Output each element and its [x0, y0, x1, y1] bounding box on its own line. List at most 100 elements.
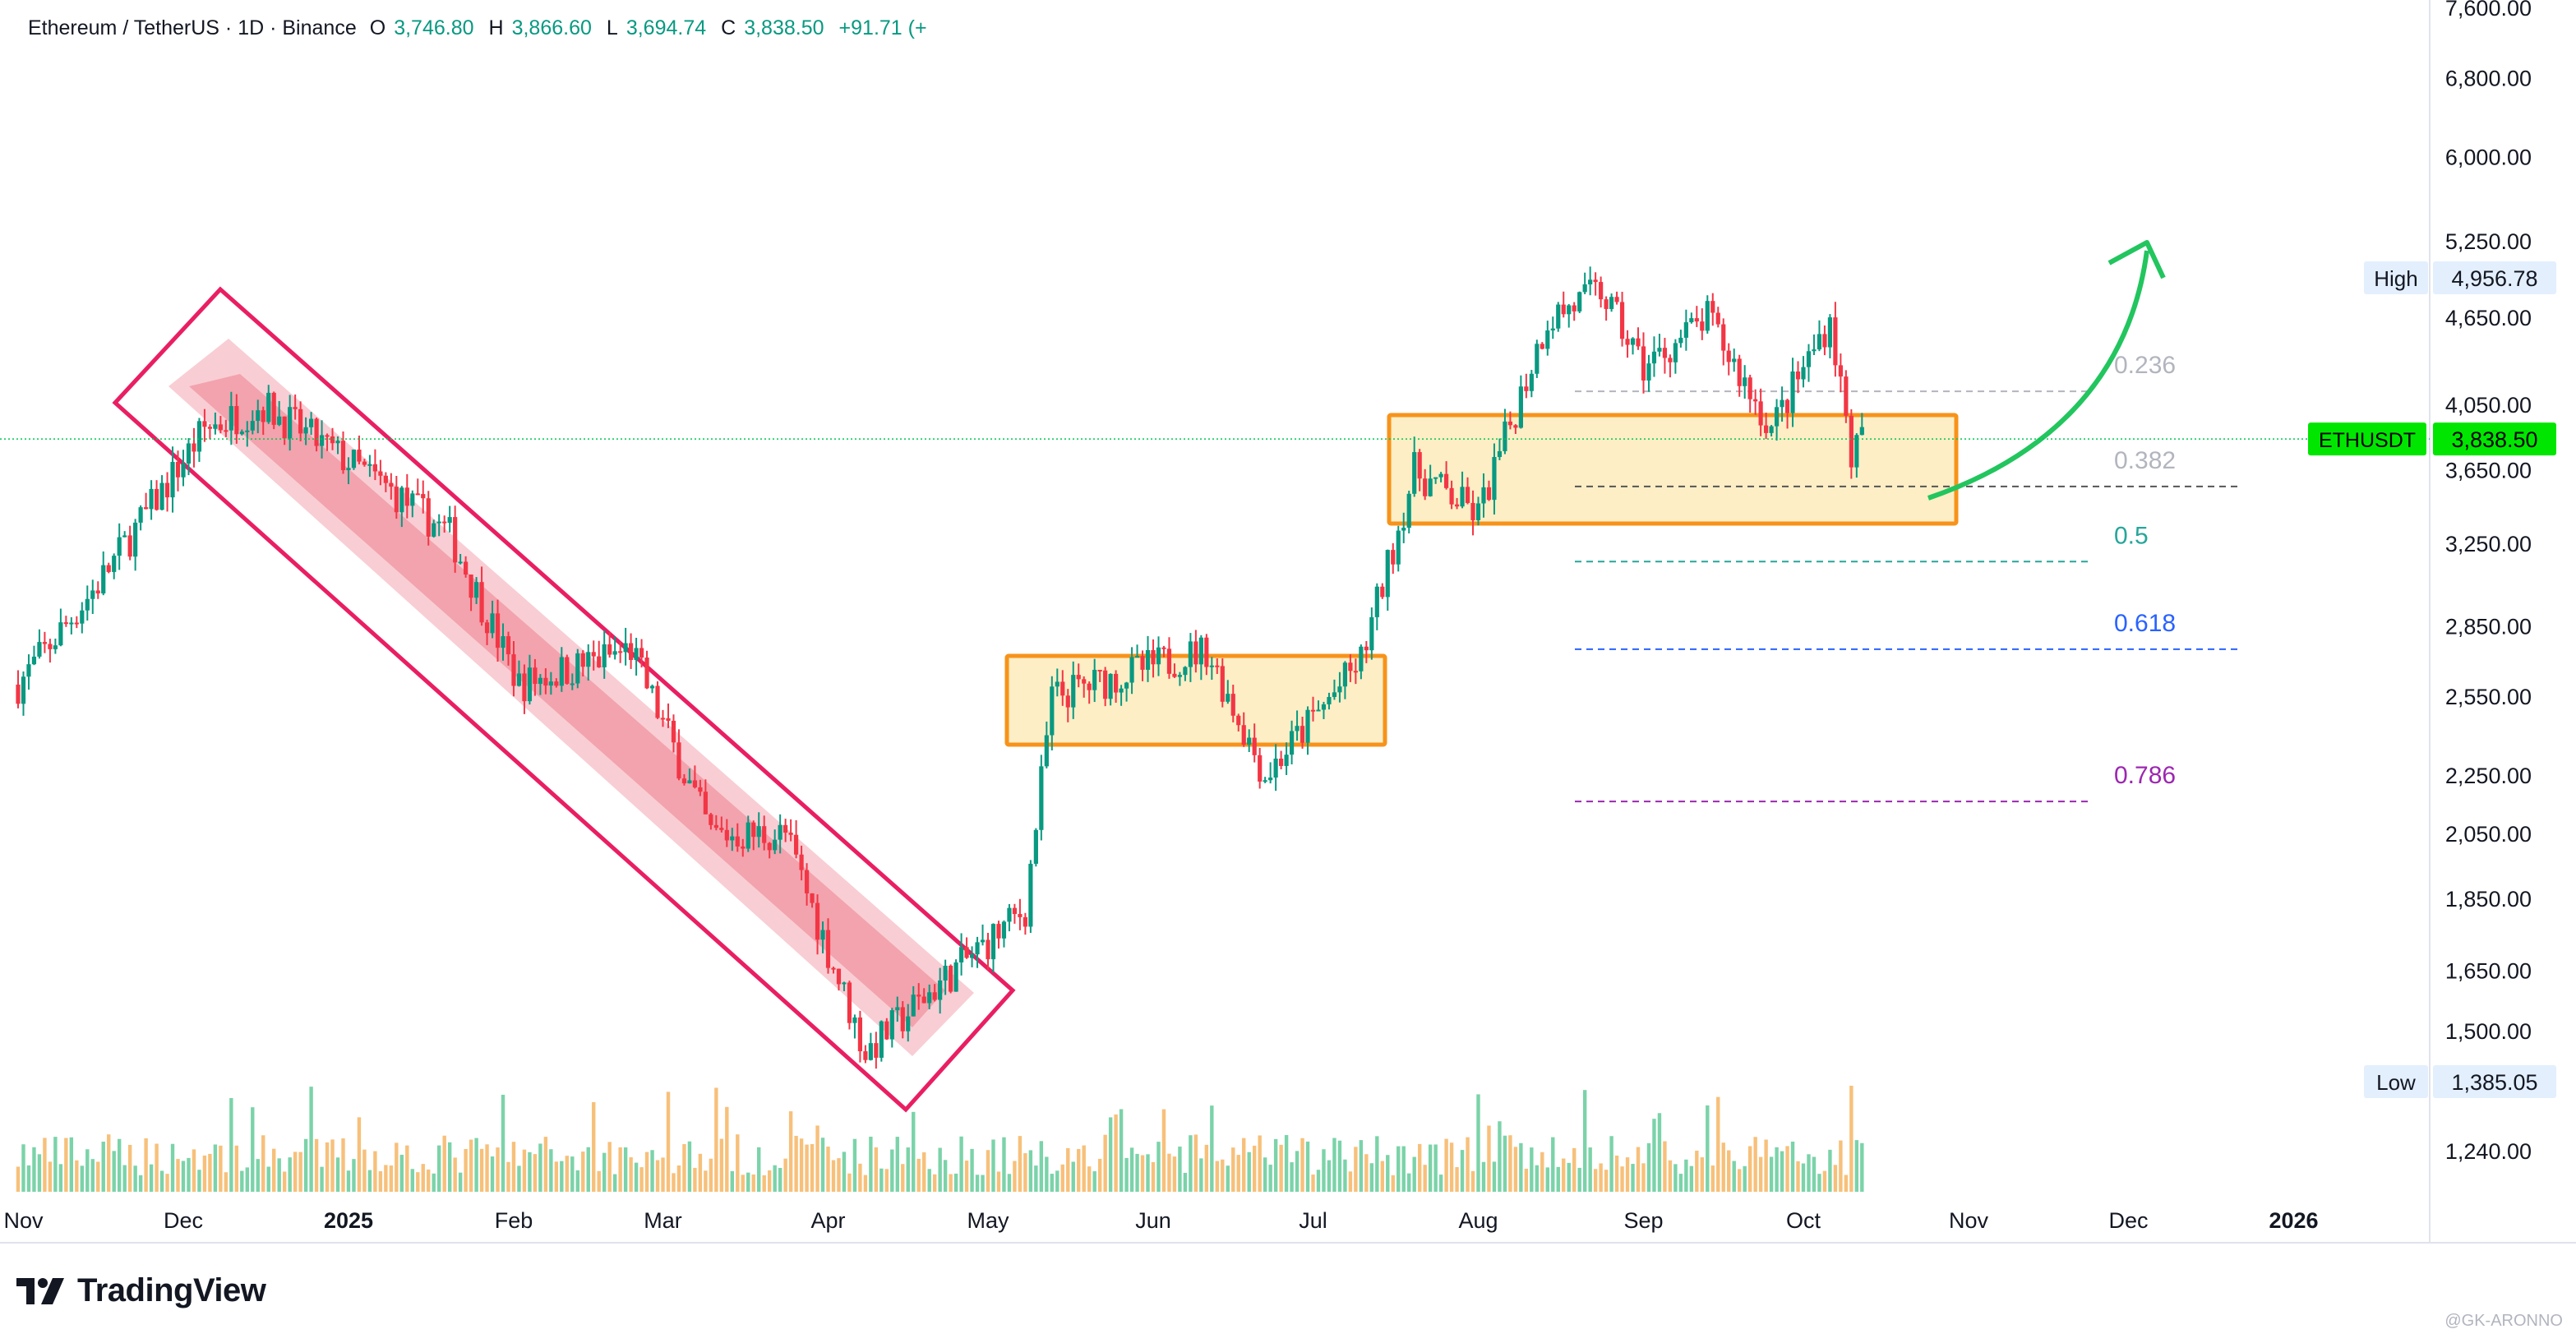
candle-body [1827, 317, 1833, 348]
volume-bar [53, 1137, 58, 1192]
volume-bar [1103, 1134, 1107, 1192]
volume-bar [863, 1175, 868, 1192]
volume-bar [1172, 1156, 1177, 1192]
candle-body [53, 645, 58, 649]
volume-bar [959, 1136, 963, 1192]
range-box-aug-oct [1387, 413, 1959, 526]
volume-bar [704, 1170, 708, 1192]
candle-body [1790, 371, 1795, 413]
volume-bar [314, 1138, 319, 1192]
volume-bar [1614, 1155, 1619, 1192]
candle-body [1636, 338, 1641, 347]
volume-bar [1700, 1157, 1705, 1192]
volume-bar [1812, 1156, 1817, 1192]
volume-bar [1689, 1165, 1694, 1192]
volume-bar [421, 1164, 425, 1192]
volume-bars [16, 1085, 1864, 1192]
candle-body [1380, 586, 1385, 598]
candle-body [314, 418, 319, 446]
volume-bar [725, 1106, 729, 1192]
candle-body [1391, 550, 1396, 565]
volume-bar [1332, 1138, 1336, 1192]
time-tick-label: Aug [1458, 1208, 1498, 1233]
volume-bar [837, 1158, 841, 1192]
candle-body [1012, 907, 1018, 915]
high-label: H [488, 16, 504, 39]
volume-bar [1129, 1147, 1134, 1192]
volume-bar [676, 1165, 681, 1192]
candle-body [1177, 675, 1183, 677]
projection-arrow-head [2107, 240, 2166, 279]
candle-body [629, 643, 634, 660]
low-value-tag [2433, 1065, 2556, 1098]
candle-body [655, 685, 660, 718]
price-tick-label: 3,650.00 [2445, 459, 2532, 483]
time-tick-label: Dec [2108, 1208, 2148, 1233]
volume-bar [1092, 1171, 1096, 1192]
volume-bar [405, 1145, 409, 1192]
candle-body [501, 636, 506, 648]
volume-bar [96, 1161, 100, 1192]
volume-bar [565, 1156, 570, 1192]
candle-body [1604, 299, 1609, 309]
candle-body [1737, 358, 1742, 386]
volume-bar [533, 1154, 538, 1192]
candle-body [85, 598, 90, 611]
candle-body [154, 488, 159, 510]
last-price-tag [2433, 422, 2556, 456]
volume-bar [213, 1144, 218, 1192]
candle-body [288, 407, 293, 439]
volume-bar [192, 1149, 196, 1192]
candle-body [122, 535, 127, 538]
axes: 7,600.00 6,800.00 6,000.00 5,250.00 4,650.00… [0, 0, 2576, 1244]
volume-bar [48, 1161, 53, 1192]
author-watermark: @GK-ARONNO [2444, 1312, 2563, 1330]
candle-body [464, 561, 469, 575]
volume-bar [1311, 1175, 1315, 1192]
price-tick-label: 1,500.00 [2445, 1019, 2532, 1044]
candle-body [825, 930, 831, 968]
volume-bar [1588, 1147, 1592, 1192]
candle-body [404, 487, 409, 506]
time-tick-label: Sep [1623, 1208, 1663, 1233]
symbol-title[interactable]: Ethereum / TetherUS · 1D · Binance [28, 16, 357, 39]
candle-body [101, 565, 106, 594]
candle-body [1784, 399, 1790, 413]
volume-bar [975, 1175, 980, 1192]
candle-body [186, 443, 192, 464]
candle-body [1082, 679, 1087, 684]
volume-bar [479, 1148, 484, 1192]
candle-body [1582, 284, 1587, 293]
candle-body [713, 824, 718, 828]
candle-body [261, 410, 265, 422]
candle-body [773, 839, 778, 851]
candle-body [580, 653, 585, 667]
candle-body [282, 416, 287, 439]
candle-body [1129, 657, 1134, 683]
time-tick-label: Feb [495, 1208, 533, 1233]
tradingview-logo[interactable]: TradingView [16, 1272, 266, 1309]
volume-bar [767, 1170, 772, 1192]
volume-bar [874, 1147, 879, 1192]
volume-bar [912, 1111, 916, 1192]
candle-body [533, 667, 538, 685]
price-tick-label: 1,850.00 [2445, 887, 2532, 911]
candle-body [1721, 324, 1726, 351]
volume-bar [629, 1157, 633, 1192]
candle-body [1599, 282, 1604, 300]
volume-bar [1178, 1147, 1182, 1192]
symbol-tag-label: ETHUSDT [2319, 429, 2416, 452]
candle-body [1492, 457, 1497, 501]
volume-bar [378, 1170, 383, 1192]
candle-body [1348, 662, 1353, 672]
candle-body [159, 482, 164, 510]
volume-bar [810, 1144, 815, 1192]
candle-body [1359, 646, 1364, 672]
volume-bar [922, 1152, 926, 1192]
volume-bar [996, 1171, 1001, 1192]
candle-body [724, 829, 729, 841]
time-tick-label: May [967, 1208, 1010, 1233]
candle-body [432, 523, 436, 537]
volume-bar [1577, 1167, 1581, 1192]
